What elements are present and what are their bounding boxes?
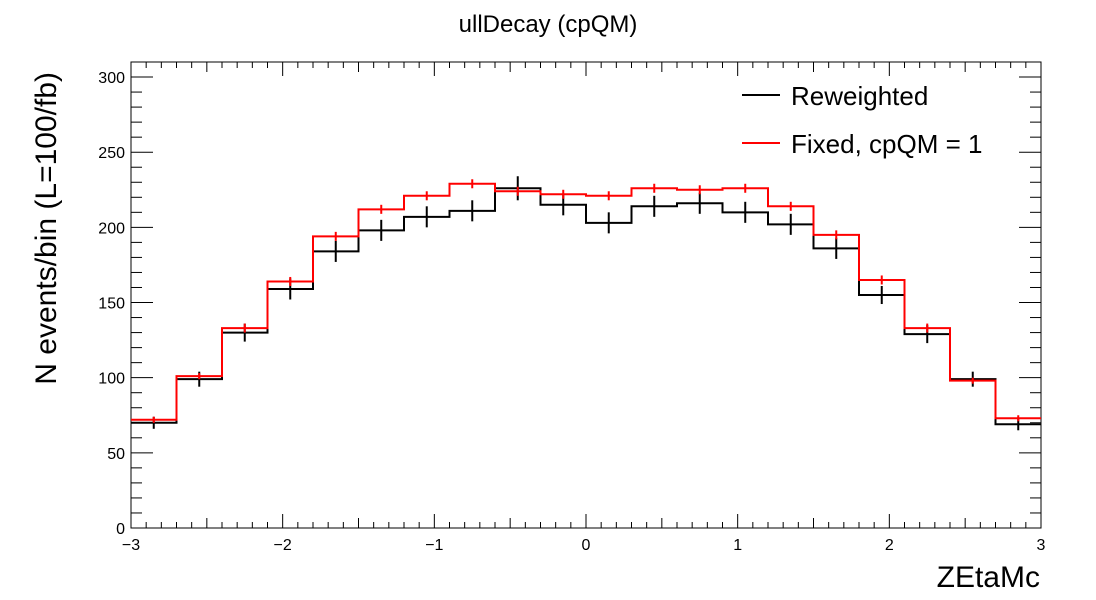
x-tick-label: 3 [1037,537,1046,554]
legend: Reweighted Fixed, cpQM = 1 [742,81,982,159]
x-tick-label: 1 [733,537,742,554]
y-tick-label: 250 [98,145,125,162]
y-tick-label: 200 [98,220,125,237]
x-tick-label: −3 [122,537,140,554]
series-layer [131,176,1041,431]
x-tick-label: −2 [274,537,292,554]
chart-title: ullDecay (cpQM) [459,11,638,38]
y-axis: 0 50 100 150 200 250 300 [98,61,1041,538]
legend-label-reweighted: Reweighted [791,81,928,111]
y-tick-label: 100 [98,371,125,388]
y-axis-label: N events/bin (L=100/fb) [30,72,63,385]
x-axis: −3 −2 −1 0 1 2 3 [122,62,1046,554]
y-tick-label: 300 [98,70,125,87]
x-axis-label: ZEtaMc [937,561,1040,594]
x-tick-label: 0 [582,537,591,554]
x-tick-label: −1 [425,537,443,554]
y-tick-label: 50 [107,446,125,463]
y-tick-label: 0 [116,521,125,538]
x-tick-label: 2 [885,537,894,554]
y-tick-label: 150 [98,296,125,313]
series-fixed [131,179,1041,423]
legend-label-fixed: Fixed, cpQM = 1 [791,129,982,159]
